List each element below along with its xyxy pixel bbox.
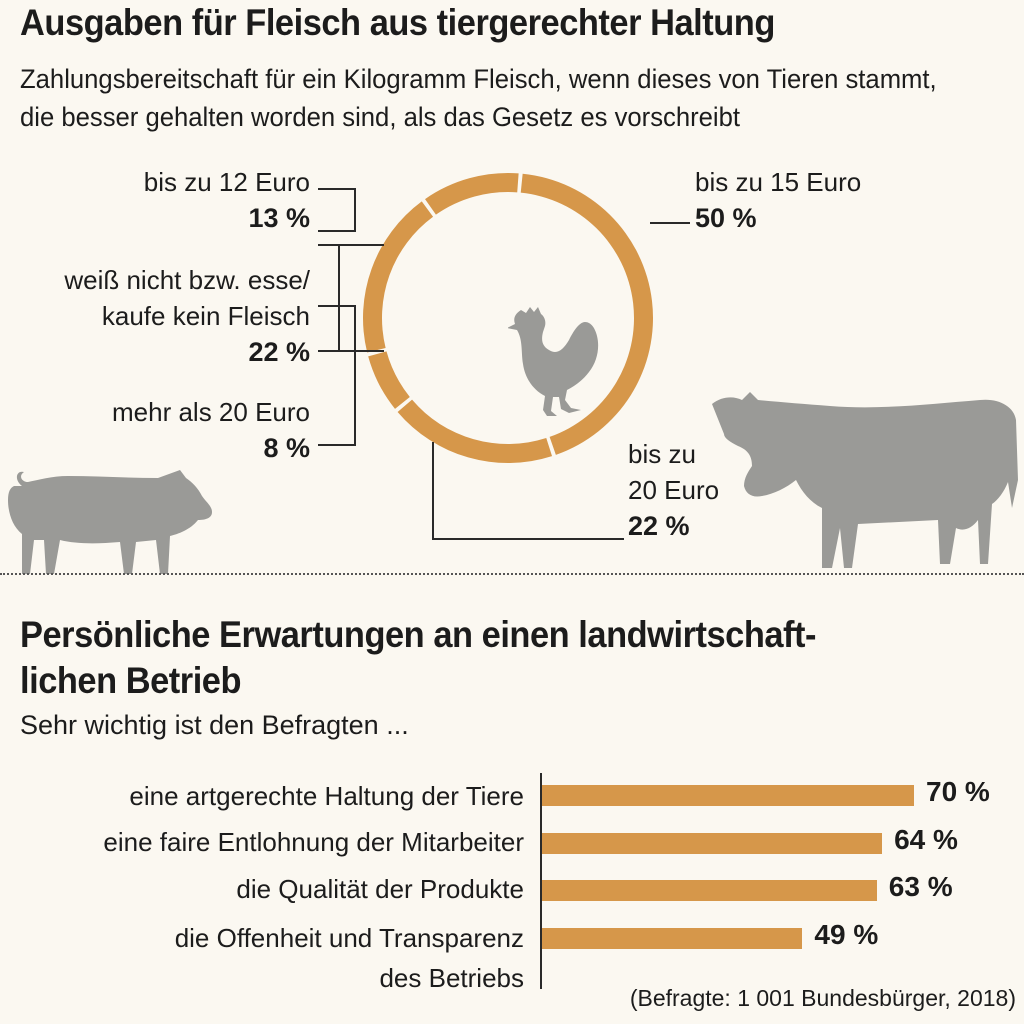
leader-line-weiss-nicht-vert <box>338 244 340 352</box>
donut-slice-1 <box>397 399 553 463</box>
cow-icon <box>712 392 1018 568</box>
bar-0 <box>542 785 914 806</box>
bar-value-label-3: 49 % <box>814 919 879 950</box>
source-note: (Befragte: 1 001 Bundesbürger, 2018) <box>629 985 1016 1011</box>
leader-line-bis-15 <box>650 222 690 224</box>
slice-label-bis-15: bis zu 15 Euro 50 % <box>695 167 862 233</box>
chicken-icon <box>508 307 599 416</box>
donut-slice-0 <box>520 173 654 455</box>
leader-line-bis-20 <box>432 442 624 540</box>
pig-icon <box>8 470 212 574</box>
donut-slice-4 <box>425 173 519 215</box>
bar-axis-line <box>540 773 542 989</box>
bar-2 <box>542 880 877 901</box>
slice-label-weiss-nicht: weiß nicht bzw. esse/kaufe kein Fleisch 2… <box>64 265 310 367</box>
bar-label: die Offenheit und Transparenz des Betrieb… <box>174 923 524 993</box>
section2-intro: Sehr wichtig ist den Befragten ... <box>20 710 409 740</box>
section2-title: Persönliche Erwartungen an einen landwir… <box>20 614 817 701</box>
bar-label: eine faire Entlohnung der Mitarbeiter <box>103 827 524 857</box>
donut-slice-2 <box>368 351 410 409</box>
donut-slice-3 <box>363 201 434 353</box>
slice-label-bis-12: bis zu 12 Euro 13 % <box>143 167 310 233</box>
leader-line-mehr-20 <box>318 305 356 446</box>
bar-label: eine artgerechte Haltung der Tiere <box>129 781 524 811</box>
leader-line-bis-12 <box>318 188 356 232</box>
bar-value-label-0: 70 % <box>926 776 990 807</box>
slice-label-bis-20: bis zu 20 Euro 22 % <box>628 439 720 541</box>
bar-value-label-1: 64 % <box>894 824 958 855</box>
bar-label: die Qualität der Produkte <box>236 874 524 904</box>
section-divider <box>0 573 1024 575</box>
donut-chart <box>363 173 654 463</box>
bar-1 <box>542 833 883 854</box>
leader-line-weiss-nicht <box>318 244 384 352</box>
slice-label-mehr-20: mehr als 20 Euro 8 % <box>112 397 310 463</box>
chart-title: Ausgaben für Fleisch aus tiergerechter H… <box>20 2 775 43</box>
bar-3 <box>542 928 803 949</box>
chart-subtitle: Zahlungsbereitschaft für ein Kilogramm F… <box>20 64 937 132</box>
bar-value-label-2: 63 % <box>888 871 953 902</box>
